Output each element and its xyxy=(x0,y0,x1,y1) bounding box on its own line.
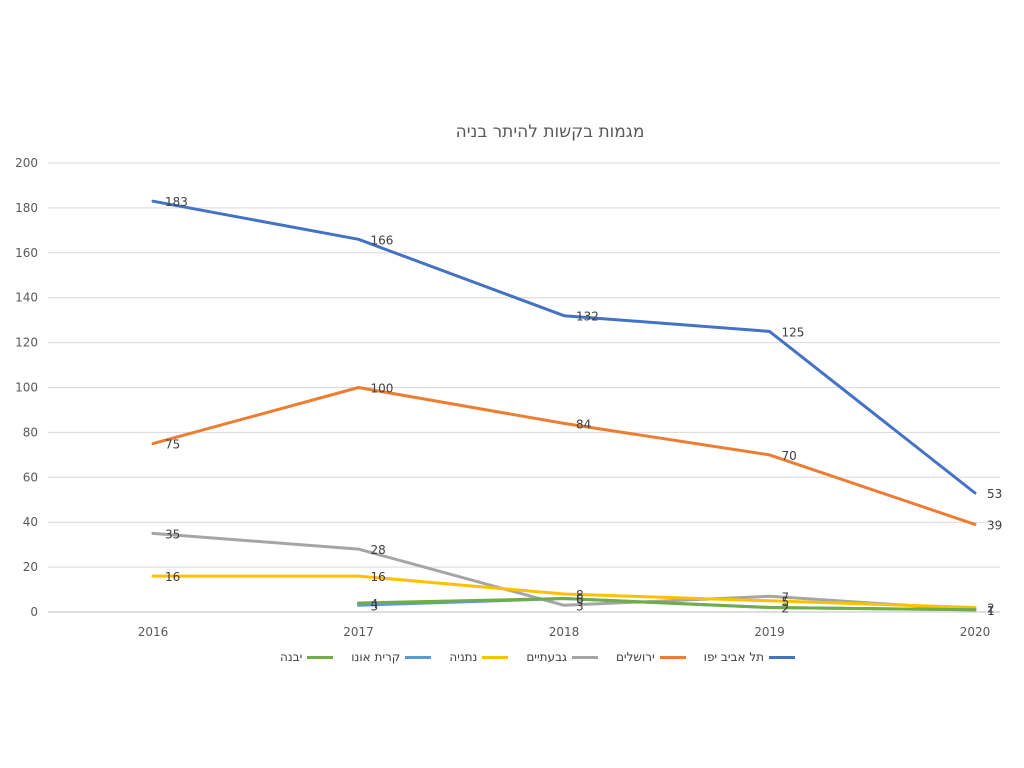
data-label: 84 xyxy=(576,417,591,431)
legend-swatch xyxy=(769,655,796,659)
data-label: 35 xyxy=(165,527,180,541)
legend-swatch xyxy=(659,655,686,659)
data-label: 2 xyxy=(987,602,995,616)
legend-item: תל אביב יפו xyxy=(703,650,796,664)
x-tick-label: 2017 xyxy=(343,625,374,639)
data-label: 2 xyxy=(782,602,790,616)
legend-label: ירושלים xyxy=(615,650,655,664)
data-label: 53 xyxy=(987,487,1002,501)
legend-item: גבעתיים xyxy=(526,650,598,664)
legend-label: קרית אונו xyxy=(351,650,401,664)
x-tick-label: 2018 xyxy=(549,625,580,639)
data-label: 7 xyxy=(782,590,790,604)
y-tick-label: 100 xyxy=(15,381,38,395)
x-tick-label: 2020 xyxy=(960,625,991,639)
data-label: 125 xyxy=(782,325,805,339)
data-label: 1 xyxy=(987,604,995,618)
legend-label: נתניה xyxy=(449,650,478,664)
legend-swatch xyxy=(405,655,432,659)
y-tick-label: 40 xyxy=(23,515,38,529)
legend-swatch xyxy=(482,655,509,659)
series-line-4 xyxy=(151,574,977,609)
y-tick-label: 60 xyxy=(23,470,38,484)
data-label: 16 xyxy=(165,570,180,584)
legend-label: תל אביב יפו xyxy=(703,650,765,664)
y-tick-label: 20 xyxy=(23,560,38,574)
series-line-1 xyxy=(151,199,977,495)
chart-title: מגמות בקשות להיתר בניה xyxy=(455,122,645,142)
legend-swatch xyxy=(571,655,598,659)
data-label: 3 xyxy=(576,599,584,613)
data-label: 39 xyxy=(987,518,1002,532)
data-label: 3 xyxy=(371,599,379,613)
y-tick-label: 0 xyxy=(30,605,38,619)
data-label: 6 xyxy=(576,593,584,607)
legend-item: נתניה xyxy=(449,650,509,664)
data-label: 75 xyxy=(165,438,180,452)
y-tick-label: 140 xyxy=(15,291,38,305)
data-label: 70 xyxy=(782,449,797,463)
y-tick-label: 200 xyxy=(15,156,38,170)
legend-label: יבנה xyxy=(280,650,303,664)
y-tick-label: 80 xyxy=(23,425,38,439)
data-label: 28 xyxy=(371,543,386,557)
data-label: 1 xyxy=(987,604,995,618)
legend-item: ירושלים xyxy=(616,650,686,664)
legend-item: קרית אונו xyxy=(351,650,432,664)
data-label: 183 xyxy=(165,195,188,209)
series-line-6 xyxy=(357,597,977,612)
data-label: 166 xyxy=(371,233,394,247)
data-label: 16 xyxy=(371,570,386,584)
data-label: 4 xyxy=(371,597,379,611)
x-tick-label: 2016 xyxy=(138,625,169,639)
data-label: 8 xyxy=(576,588,584,602)
data-label: 2 xyxy=(782,602,790,616)
data-label: 5 xyxy=(782,595,790,609)
data-label: 132 xyxy=(576,310,599,324)
data-label: 100 xyxy=(371,382,394,396)
legend-item: יבנה xyxy=(280,650,334,664)
series-line-2 xyxy=(151,386,977,526)
legend-swatch xyxy=(307,655,334,659)
data-label: 6 xyxy=(576,593,584,607)
y-tick-label: 180 xyxy=(15,201,38,215)
data-label: 1 xyxy=(987,604,995,618)
series-line-3 xyxy=(151,531,977,612)
y-tick-label: 120 xyxy=(15,336,38,350)
y-tick-label: 160 xyxy=(15,246,38,260)
chart-legend: תל אביב יפו ירושלים גבעתיים נתניה קרית אונו י… xyxy=(280,650,796,664)
x-tick-label: 2019 xyxy=(754,625,785,639)
legend-label: גבעתיים xyxy=(526,650,567,664)
